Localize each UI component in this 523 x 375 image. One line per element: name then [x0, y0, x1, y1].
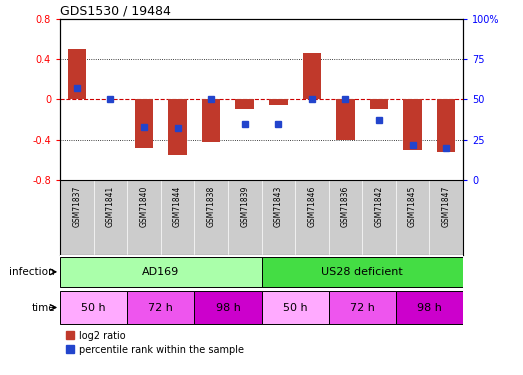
Bar [60, 257, 262, 287]
Bar [235, 99, 254, 109]
Bar [127, 291, 195, 324]
Bar [396, 291, 463, 324]
Text: 72 h: 72 h [149, 303, 173, 312]
Text: GSM71840: GSM71840 [140, 186, 149, 227]
Text: GSM71844: GSM71844 [173, 186, 182, 227]
Bar [269, 99, 288, 105]
Text: time: time [31, 303, 55, 312]
Bar [437, 99, 456, 152]
Text: US28 deficient: US28 deficient [321, 267, 403, 277]
Text: 50 h: 50 h [283, 303, 308, 312]
Text: AD169: AD169 [142, 267, 179, 277]
Bar [303, 53, 321, 99]
Legend: log2 ratio, percentile rank within the sample: log2 ratio, percentile rank within the s… [65, 331, 244, 355]
Bar [67, 49, 86, 99]
Text: 72 h: 72 h [350, 303, 374, 312]
Bar [336, 99, 355, 140]
Bar [168, 99, 187, 155]
Bar [262, 291, 328, 324]
Bar [195, 291, 262, 324]
Text: GDS1530 / 19484: GDS1530 / 19484 [60, 4, 171, 18]
Bar [328, 291, 396, 324]
Text: GSM71841: GSM71841 [106, 186, 115, 227]
Text: GSM71837: GSM71837 [72, 186, 82, 227]
Text: GSM71847: GSM71847 [441, 186, 451, 227]
Text: GSM71843: GSM71843 [274, 186, 283, 227]
Bar [135, 99, 153, 148]
Text: GSM71842: GSM71842 [374, 186, 383, 227]
Text: 98 h: 98 h [215, 303, 241, 312]
Text: 98 h: 98 h [417, 303, 442, 312]
Text: GSM71839: GSM71839 [240, 186, 249, 227]
Bar [403, 99, 422, 150]
Bar [202, 99, 220, 142]
Bar [262, 257, 463, 287]
Bar [370, 99, 388, 109]
Text: infection: infection [9, 267, 55, 277]
Text: GSM71838: GSM71838 [207, 186, 215, 227]
Text: GSM71836: GSM71836 [341, 186, 350, 227]
Text: GSM71846: GSM71846 [308, 186, 316, 227]
Text: 50 h: 50 h [82, 303, 106, 312]
Text: GSM71845: GSM71845 [408, 186, 417, 227]
Bar [60, 291, 127, 324]
